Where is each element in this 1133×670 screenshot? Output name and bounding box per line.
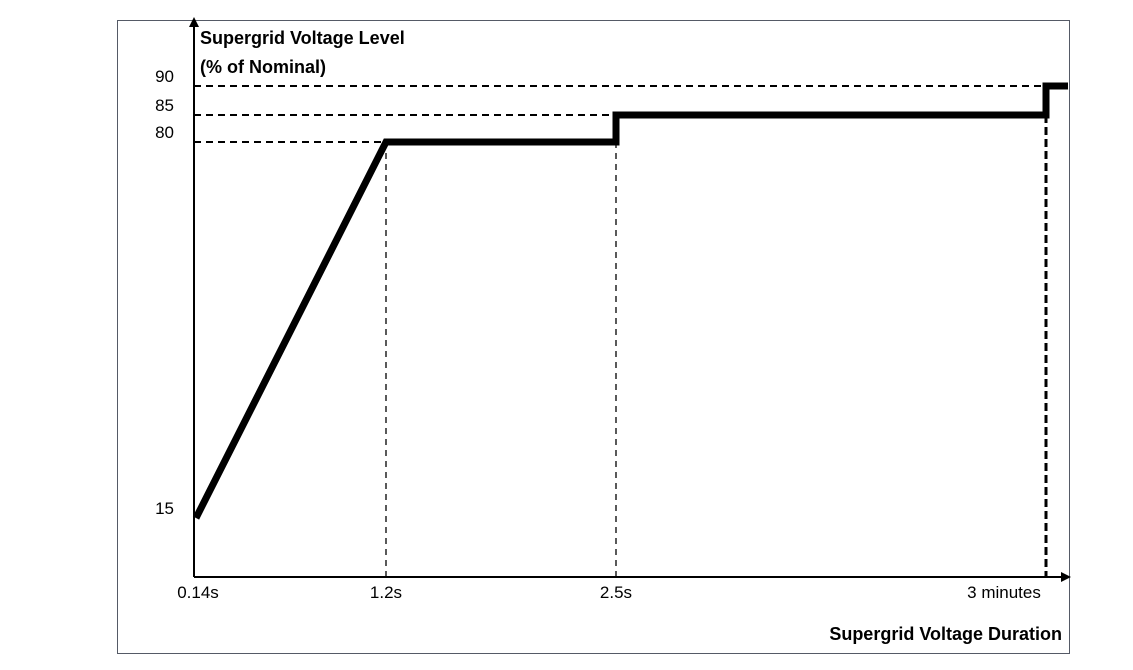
voltage-profile-line xyxy=(192,82,1068,520)
y-tick-label-85: 85 xyxy=(155,96,174,115)
y-tick-label-90: 90 xyxy=(155,67,174,86)
x-tick-label-2.5s: 2.5s xyxy=(600,583,632,602)
chart-frame xyxy=(117,20,1070,654)
x-tick-labels: 0.14s 1.2s 2.5s 3 minutes xyxy=(177,583,1041,602)
y-tick-label-15: 15 xyxy=(155,499,174,518)
x-tick-label-3-minutes: 3 minutes xyxy=(967,583,1041,602)
y-axis-title-line1: Supergrid Voltage Level xyxy=(200,28,405,48)
y-axis-title-line2: (% of Nominal) xyxy=(200,57,326,77)
series-points xyxy=(196,86,1046,518)
x-tick-label-0.14s: 0.14s xyxy=(177,583,219,602)
x-tick-label-1.2s: 1.2s xyxy=(370,583,402,602)
x-axis-title: Supergrid Voltage Duration xyxy=(829,624,1062,644)
y-tick-label-80: 80 xyxy=(155,123,174,142)
y-tick-labels: 15 80 85 90 xyxy=(155,67,174,518)
reference-lines xyxy=(194,85,1048,577)
